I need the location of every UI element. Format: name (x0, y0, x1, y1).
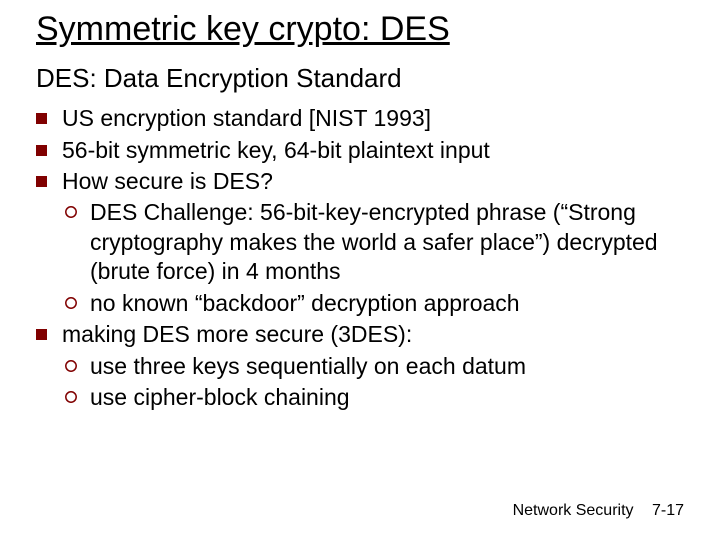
circle-bullet-icon (64, 198, 90, 227)
bullet-text: 56-bit symmetric key, 64-bit plaintext i… (62, 136, 684, 165)
bullet-level1: How secure is DES? (36, 167, 684, 196)
bullet-level2: no known “backdoor” decryption approach (64, 289, 684, 318)
slide-subtitle: DES: Data Encryption Standard (36, 63, 684, 94)
bullet-level1: 56-bit symmetric key, 64-bit plaintext i… (36, 136, 684, 165)
square-bullet-icon (36, 320, 62, 349)
bullet-text: making DES more secure (3DES): (62, 320, 684, 349)
bullet-level1: making DES more secure (3DES): (36, 320, 684, 349)
bullet-text: DES Challenge: 56-bit-key-encrypted phra… (90, 198, 684, 286)
footer-page-number: 7-17 (652, 502, 684, 519)
bullet-level2: use cipher-block chaining (64, 383, 684, 412)
bullet-text: no known “backdoor” decryption approach (90, 289, 684, 318)
slide-title: Symmetric key crypto: DES (36, 10, 684, 49)
footer-label: Network Security (513, 502, 634, 519)
bullet-text: use cipher-block chaining (90, 383, 684, 412)
bullet-level1: US encryption standard [NIST 1993] (36, 104, 684, 133)
square-bullet-icon (36, 104, 62, 133)
bullet-list: US encryption standard [NIST 1993] 56-bi… (36, 104, 684, 412)
bullet-text: use three keys sequentially on each datu… (90, 352, 684, 381)
square-bullet-icon (36, 167, 62, 196)
circle-bullet-icon (64, 352, 90, 381)
bullet-level2: DES Challenge: 56-bit-key-encrypted phra… (64, 198, 684, 286)
bullet-text: How secure is DES? (62, 167, 684, 196)
slide: Symmetric key crypto: DES DES: Data Encr… (0, 0, 720, 540)
square-bullet-icon (36, 136, 62, 165)
circle-bullet-icon (64, 383, 90, 412)
slide-footer: Network Security 7-17 (513, 502, 684, 520)
bullet-text: US encryption standard [NIST 1993] (62, 104, 684, 133)
circle-bullet-icon (64, 289, 90, 318)
bullet-level2: use three keys sequentially on each datu… (64, 352, 684, 381)
